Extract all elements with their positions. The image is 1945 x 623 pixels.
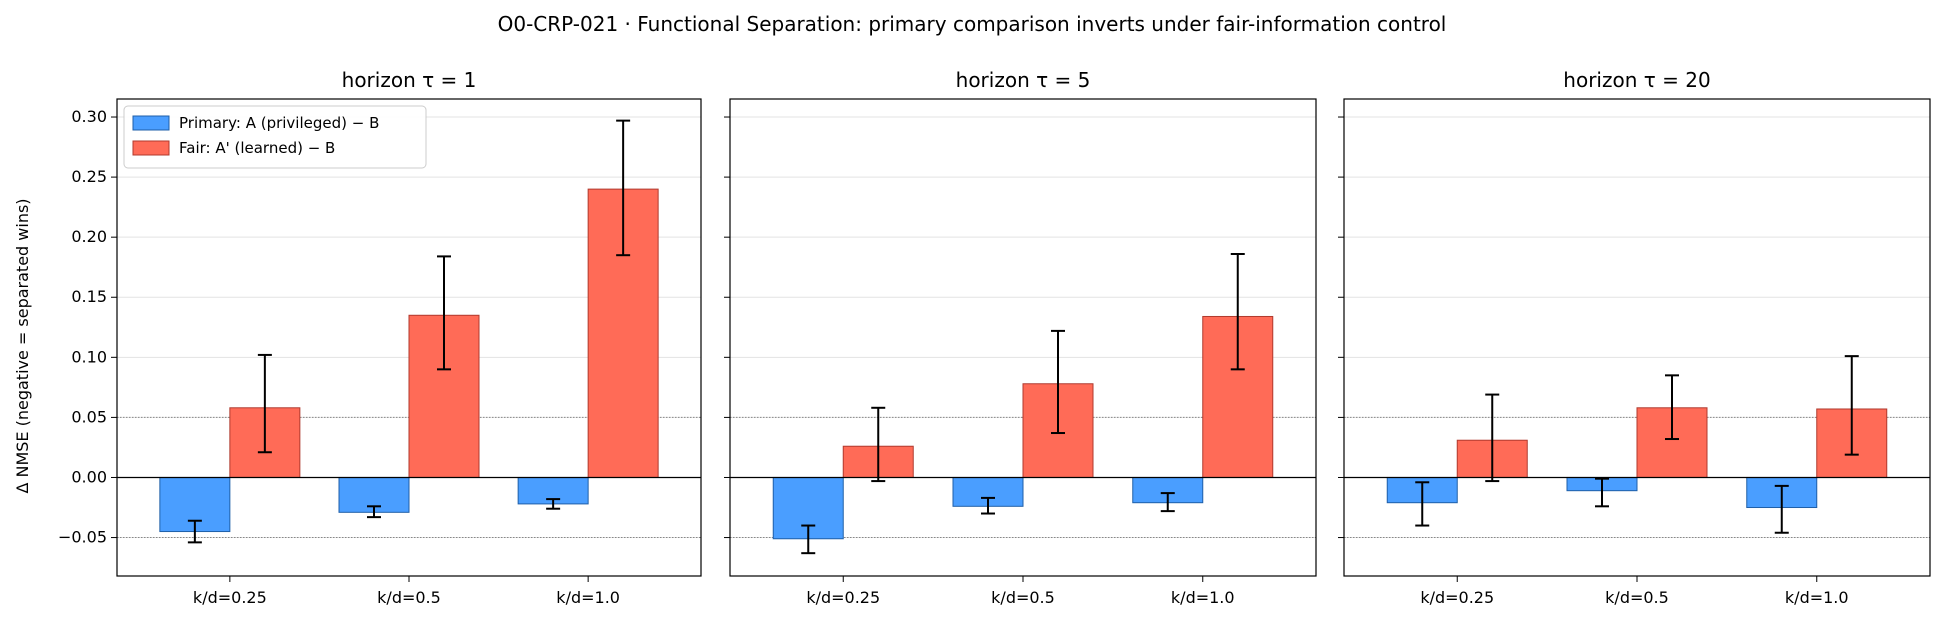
legend-label: Primary: A (privileged) − B xyxy=(179,114,379,132)
axes-frame xyxy=(1343,98,1931,577)
y-tick-label: 0.15 xyxy=(71,287,107,306)
legend-swatch-primary xyxy=(132,115,170,131)
chart-panel-2: k/d=0.25 k/d=0.5 k/d=1.0 horizon τ = 5 xyxy=(724,68,1317,607)
y-tick-label: 0.10 xyxy=(71,347,107,366)
panel-title: horizon τ = 5 xyxy=(956,68,1091,92)
y-tick-label: 0.25 xyxy=(71,167,107,186)
chart-panels: −0.05 0.00 0.05 0.10 0.15 0.20 0.25 0.30 k/d=0.2… xyxy=(58,68,1931,607)
x-tick-label: k/d=0.25 xyxy=(806,588,880,607)
x-tick-label: k/d=1.0 xyxy=(1785,588,1849,607)
panel-title: horizon τ = 1 xyxy=(342,68,477,92)
y-axis-label: Δ NMSE (negative = separated wins) xyxy=(13,198,32,493)
x-tick-label: k/d=1.0 xyxy=(556,588,620,607)
x-tick-label: k/d=0.5 xyxy=(991,588,1055,607)
x-tick-label: k/d=1.0 xyxy=(1171,588,1235,607)
figure-suptitle: O0-CRP-021 · Functional Separation: prim… xyxy=(498,12,1447,36)
legend-box xyxy=(123,105,427,169)
legend-label: Fair: A' (learned) − B xyxy=(179,139,335,157)
chart-panel-1: −0.05 0.00 0.05 0.10 0.15 0.20 0.25 0.30 k/d=0.2… xyxy=(58,68,702,607)
x-tick-label: k/d=0.25 xyxy=(1420,588,1494,607)
legend-swatch-fair xyxy=(132,140,170,156)
y-tick-label: 0.05 xyxy=(71,407,107,426)
y-tick-label: −0.05 xyxy=(58,528,107,547)
y-tick-label: 0.30 xyxy=(71,107,107,126)
x-tick-label: k/d=0.25 xyxy=(193,588,267,607)
x-tick-label: k/d=0.5 xyxy=(1605,588,1669,607)
x-tick-label: k/d=0.5 xyxy=(377,588,441,607)
chart-panel-3: k/d=0.25 k/d=0.5 k/d=1.0 horizon τ = 20 xyxy=(1338,68,1931,607)
y-tick-label: 0.20 xyxy=(71,227,107,246)
y-tick-label: 0.00 xyxy=(71,467,107,486)
panel-title: horizon τ = 20 xyxy=(1563,68,1710,92)
